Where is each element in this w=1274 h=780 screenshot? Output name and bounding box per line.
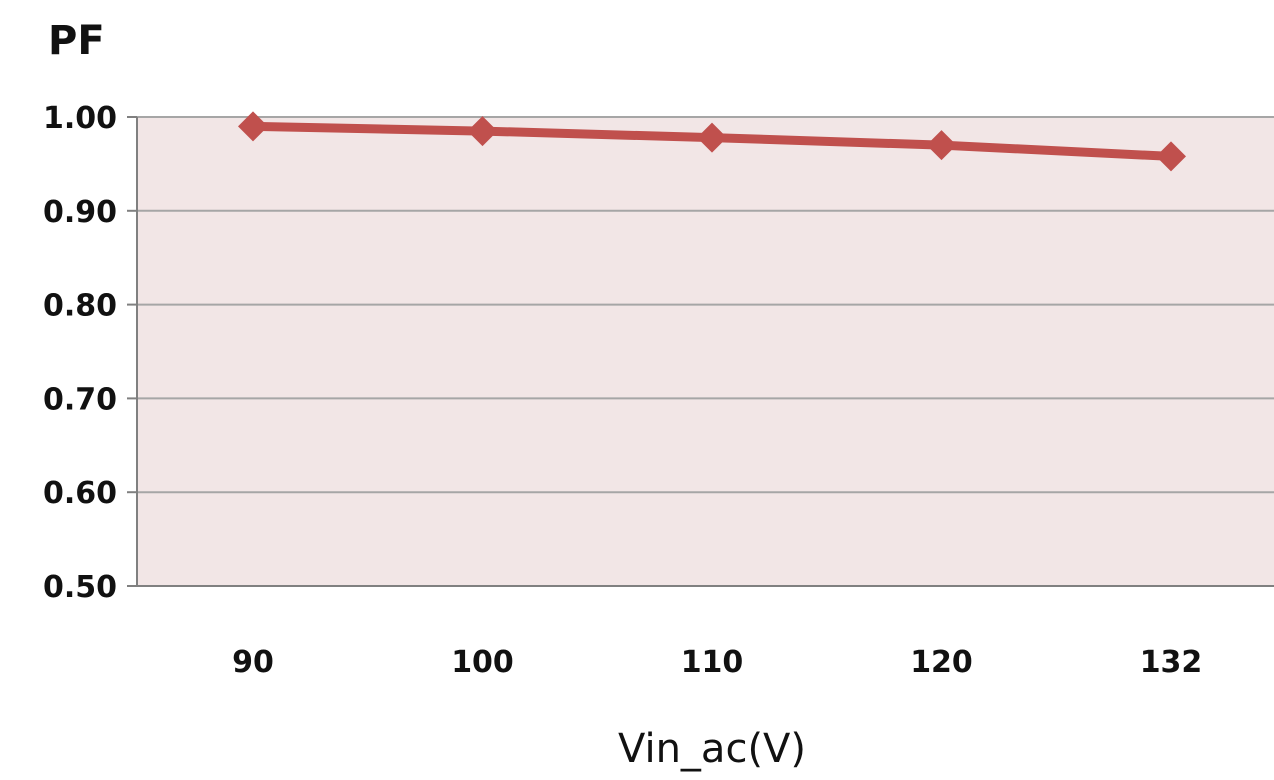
- x-tick-labels: 90 100 110 120 132: [232, 645, 1202, 680]
- y-tick-label: 1.00: [43, 101, 117, 136]
- x-axis-title: Vin_ac(V): [618, 726, 806, 772]
- data-point-marker: [238, 111, 268, 142]
- y-axis-title: PF: [48, 18, 105, 64]
- gridlines: [127, 116, 1274, 587]
- x-tick-label: 132: [1140, 645, 1203, 680]
- y-tick-label: 0.90: [43, 195, 117, 230]
- series: [238, 111, 1186, 172]
- x-tick-label: 90: [232, 645, 274, 680]
- y-tick-label: 0.50: [43, 570, 117, 605]
- y-tick-labels: 0.50 0.60 0.70 0.80 0.90 1.00: [43, 101, 117, 605]
- data-point-marker: [1156, 141, 1186, 172]
- axes: [136, 117, 1274, 587]
- x-tick-label: 120: [910, 645, 973, 680]
- data-point-marker: [926, 130, 957, 161]
- x-tick-label: 110: [681, 645, 744, 680]
- y-tick-label: 0.70: [43, 382, 117, 417]
- data-point-marker: [697, 122, 727, 153]
- y-tick-label: 0.60: [43, 476, 117, 511]
- plot-area: [137, 117, 1274, 586]
- x-tick-label: 100: [451, 645, 514, 680]
- data-point-marker: [467, 116, 498, 147]
- y-tick-label: 0.80: [43, 289, 117, 324]
